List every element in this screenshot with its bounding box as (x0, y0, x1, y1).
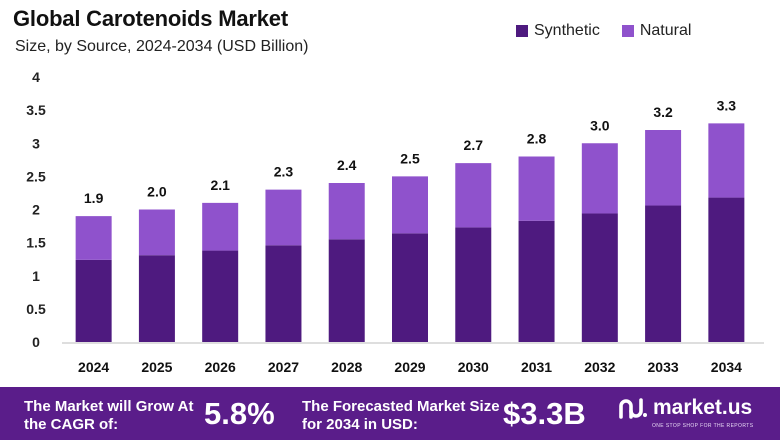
bar-total-label: 2.5 (400, 150, 420, 166)
y-tick-label: 0 (32, 334, 40, 350)
bar-synthetic-2031 (518, 220, 555, 342)
x-tick-label: 2030 (458, 359, 489, 375)
y-tick-label: 3 (32, 135, 40, 151)
bar-synthetic-2025 (138, 255, 175, 342)
bar-natural-2024 (75, 216, 112, 260)
x-tick-label: 2027 (268, 359, 299, 375)
bar-synthetic-2029 (392, 233, 428, 342)
cagr-label: The Market will Grow At the CAGR of: (24, 398, 194, 433)
bar-total-label: 2.7 (464, 137, 484, 153)
bar-natural-2032 (581, 143, 618, 214)
x-tick-label: 2033 (648, 359, 679, 375)
bar-total-label: 3.2 (653, 104, 673, 120)
y-tick-label: 1.5 (26, 235, 46, 251)
legend: Synthetic Natural (516, 22, 691, 40)
bar-natural-2029 (392, 176, 428, 234)
legend-label-synthetic: Synthetic (534, 22, 600, 39)
x-tick-label: 2028 (331, 359, 362, 375)
cagr-value: 5.8% (204, 396, 275, 431)
y-tick-label: 4 (32, 69, 40, 85)
bar-synthetic-2028 (328, 239, 365, 342)
x-tick-label: 2034 (711, 359, 742, 375)
x-tick-label: 2029 (394, 359, 425, 375)
bar-natural-2025 (138, 209, 175, 256)
y-tick-label: 0.5 (26, 301, 46, 317)
bar-synthetic-2024 (75, 259, 112, 342)
bar-synthetic-2034 (708, 197, 745, 342)
bar-synthetic-2027 (265, 245, 302, 342)
bar-synthetic-2030 (455, 227, 492, 342)
bar-natural-2033 (645, 130, 682, 206)
bar-total-label: 1.9 (84, 190, 104, 206)
bar-natural-2028 (328, 183, 365, 240)
legend-item-synthetic: Synthetic (516, 22, 600, 40)
bar-natural-2034 (708, 123, 745, 198)
legend-swatch-synthetic (516, 25, 528, 37)
x-tick-label: 2025 (141, 359, 172, 375)
legend-swatch-natural (621, 25, 634, 37)
bar-total-label: 2.8 (527, 131, 547, 147)
forecast-value: $3.3B (503, 396, 586, 431)
footer-banner: The Market will Grow At the CAGR of: 5.8… (0, 387, 780, 440)
brand-tagline: ONE STOP SHOP FOR THE REPORTS (652, 423, 754, 429)
y-tick-label: 1 (32, 268, 40, 284)
y-tick-label: 2 (32, 202, 40, 218)
bar-natural-2031 (518, 156, 555, 221)
bar-natural-2027 (265, 189, 302, 246)
forecast-label: The Forecasted Market Size for 2034 in U… (302, 398, 500, 433)
x-tick-label: 2026 (205, 359, 236, 375)
bar-natural-2030 (455, 163, 492, 228)
market-us-logo-icon (619, 398, 647, 419)
x-tick-label: 2024 (78, 359, 109, 375)
bar-natural-2026 (202, 202, 239, 251)
bar-synthetic-2033 (645, 205, 682, 342)
bar-total-label: 2.4 (337, 157, 357, 173)
bar-synthetic-2026 (202, 250, 239, 342)
legend-item-natural: Natural (621, 22, 692, 40)
brand-name: market.us (653, 396, 753, 419)
bar-total-label: 2.0 (147, 184, 167, 200)
bar-total-label: 2.1 (210, 177, 230, 193)
y-tick-label: 3.5 (26, 102, 46, 118)
bar-total-label: 3.0 (590, 117, 610, 133)
brand-logo[interactable]: market.us (618, 396, 752, 420)
chart-subtitle: Size, by Source, 2024-2034 (USD Billion) (15, 38, 309, 55)
bar-total-label: 3.3 (717, 97, 737, 113)
y-tick-label: 2.5 (26, 168, 46, 184)
bar-total-label: 2.3 (274, 164, 294, 180)
stacked-bar-chart: 0 0.5 1 1.5 2 2.5 3 3.5 4 1.9 2024 2.0 2025 2.1 2026 2.… (26, 69, 764, 375)
x-tick-label: 2032 (584, 359, 615, 375)
x-tick-label: 2031 (521, 359, 552, 375)
bar-synthetic-2032 (581, 213, 618, 342)
legend-label-natural: Natural (639, 22, 692, 39)
chart-title: Global Carotenoids Market (13, 6, 288, 31)
